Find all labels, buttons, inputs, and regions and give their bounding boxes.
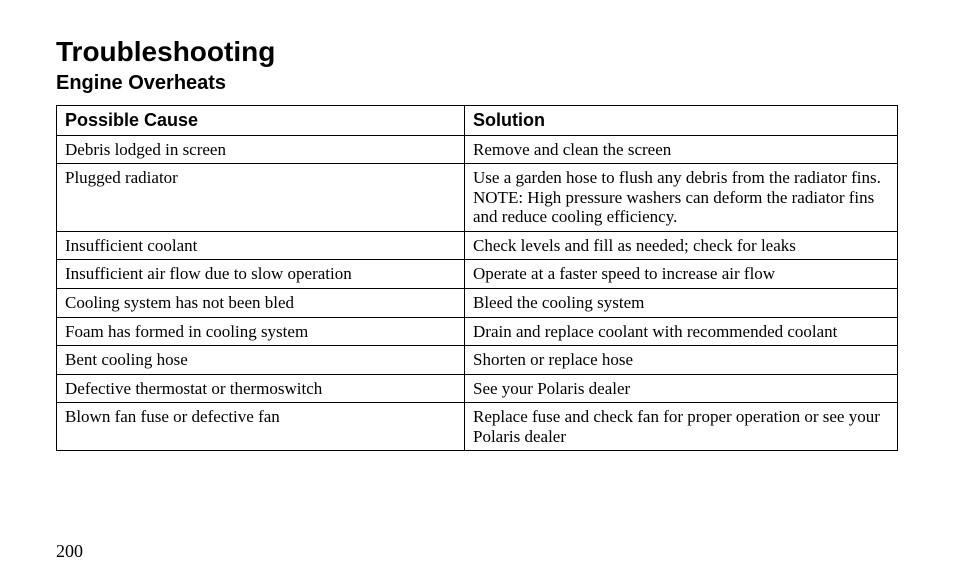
cell-solution: Drain and replace coolant with recommend… <box>465 317 898 346</box>
cell-cause: Defective thermostat or thermoswitch <box>57 374 465 403</box>
col-header-solution: Solution <box>465 106 898 136</box>
section-subtitle: Engine Overheats <box>56 72 898 95</box>
troubleshooting-table: Possible Cause Solution Debris lodged in… <box>56 105 898 451</box>
cell-cause: Foam has formed in cooling system <box>57 317 465 346</box>
cell-solution: Remove and clean the screen <box>465 135 898 164</box>
page-title: Troubleshooting <box>56 36 898 68</box>
table-row: Insufficient air flow due to slow operat… <box>57 260 898 289</box>
table-row: Plugged radiator Use a garden hose to fl… <box>57 164 898 232</box>
table-row: Debris lodged in screen Remove and clean… <box>57 135 898 164</box>
cell-cause: Cooling system has not been bled <box>57 288 465 317</box>
cell-solution: Shorten or replace hose <box>465 346 898 375</box>
col-header-cause: Possible Cause <box>57 106 465 136</box>
table-row: Blown fan fuse or defective fan Replace … <box>57 403 898 451</box>
cell-cause: Debris lodged in screen <box>57 135 465 164</box>
table-row: Foam has formed in cooling system Drain … <box>57 317 898 346</box>
table-row: Bent cooling hose Shorten or replace hos… <box>57 346 898 375</box>
table-row: Defective thermostat or thermoswitch See… <box>57 374 898 403</box>
cell-cause: Bent cooling hose <box>57 346 465 375</box>
cell-solution: Check levels and fill as needed; check f… <box>465 231 898 260</box>
cell-cause: Plugged radiator <box>57 164 465 232</box>
cell-cause: Insufficient coolant <box>57 231 465 260</box>
cell-solution: Operate at a faster speed to increase ai… <box>465 260 898 289</box>
page: Troubleshooting Engine Overheats Possibl… <box>0 0 954 588</box>
table-row: Cooling system has not been bled Bleed t… <box>57 288 898 317</box>
table-header-row: Possible Cause Solution <box>57 106 898 136</box>
page-number: 200 <box>56 541 83 562</box>
cell-cause: Blown fan fuse or defective fan <box>57 403 465 451</box>
cell-cause: Insufficient air flow due to slow operat… <box>57 260 465 289</box>
table-row: Insufficient coolant Check levels and fi… <box>57 231 898 260</box>
cell-solution: See your Polaris dealer <box>465 374 898 403</box>
cell-solution: Use a garden hose to flush any debris fr… <box>465 164 898 232</box>
cell-solution: Replace fuse and check fan for proper op… <box>465 403 898 451</box>
cell-solution: Bleed the cooling system <box>465 288 898 317</box>
